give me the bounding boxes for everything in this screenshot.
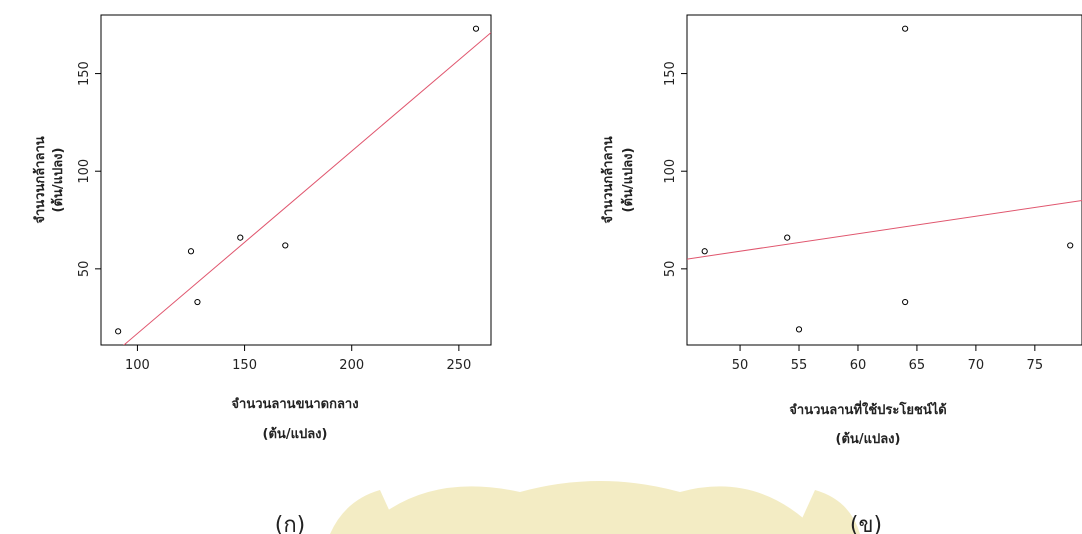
x-tick-label: 75 — [1027, 358, 1044, 373]
x-tick-label: 100 — [125, 358, 150, 373]
data-point — [701, 248, 708, 255]
watermark-shape — [795, 490, 860, 534]
y-tick-label: 50 — [663, 261, 678, 278]
y-tick-label: 50 — [77, 261, 92, 278]
x-tick-label: 50 — [732, 358, 749, 373]
data-point — [784, 234, 791, 241]
data-point — [115, 328, 122, 335]
y-axis-label: (ต้น/แปลง) — [620, 148, 636, 213]
x-axis-label: จำนวนลานขนาดกลาง — [231, 396, 358, 412]
x-tick-label: 200 — [339, 358, 364, 373]
watermark-shape — [330, 490, 400, 534]
data-point — [194, 298, 201, 306]
regression-line — [123, 32, 491, 345]
data-point — [472, 25, 480, 32]
y-tick-label: 150 — [77, 61, 92, 86]
regression-line — [687, 200, 1082, 260]
panel-caption: (ก) — [275, 513, 306, 534]
y-axis-label: จำนวนกล้าลาน — [32, 136, 48, 223]
x-tick-label: 55 — [791, 358, 808, 373]
y-axis-label: จำนวนกล้าลาน — [600, 136, 616, 223]
x-axis-label: (ต้น/แปลง) — [263, 426, 328, 442]
data-point — [902, 25, 909, 32]
panel-caption: (ข) — [850, 513, 882, 534]
data-point — [187, 248, 195, 255]
y-tick-label: 100 — [77, 159, 92, 184]
plot-frame — [686, 14, 1082, 346]
x-axis-label: (ต้น/แปลง) — [836, 431, 901, 447]
y-axis-label: (ต้น/แปลง) — [50, 148, 66, 213]
data-point — [902, 298, 909, 306]
data-point — [282, 242, 289, 249]
watermark-shape — [360, 481, 820, 534]
x-axis-label: จำนวนลานที่ใช้ประโยชน์ได้ — [789, 400, 946, 418]
data-point — [237, 234, 244, 241]
x-tick-label: 65 — [909, 358, 926, 373]
data-point — [795, 326, 803, 333]
plot-frame — [100, 14, 492, 346]
y-tick-label: 150 — [663, 61, 678, 86]
x-tick-label: 60 — [850, 358, 867, 373]
x-tick-label: 150 — [232, 358, 257, 373]
y-tick-label: 100 — [663, 159, 678, 184]
x-tick-label: 70 — [968, 358, 985, 373]
x-tick-label: 250 — [446, 358, 471, 373]
data-point — [1067, 242, 1074, 249]
